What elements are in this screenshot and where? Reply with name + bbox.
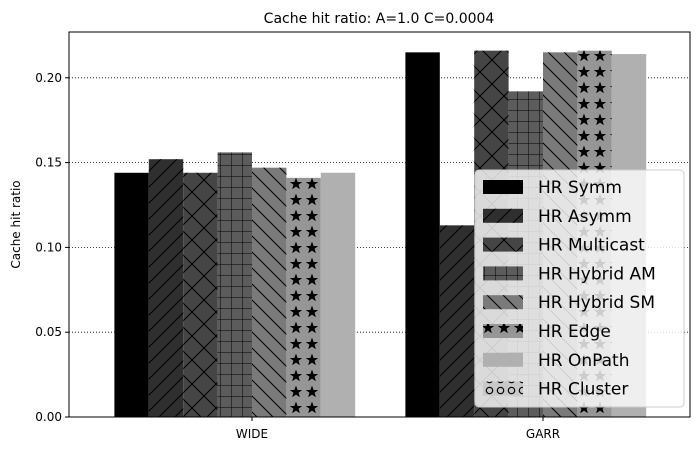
legend-label: HR Edge	[538, 322, 611, 342]
legend: HR Symm HR Asymm HR Multicast HR Hybrid AM H…	[474, 169, 685, 408]
y-tick-label: 0.00	[35, 410, 62, 424]
legend-swatch-hatch	[483, 237, 523, 252]
legend-label: HR Multicast	[538, 236, 645, 256]
bar-hatch	[217, 152, 252, 417]
legend-label: HR Hybrid SM	[538, 293, 655, 313]
bar-hatch	[252, 167, 287, 417]
legend-label: HR OnPath	[538, 351, 630, 371]
bar	[114, 172, 149, 417]
y-axis-label: Cache hit ratio	[9, 180, 23, 268]
bar-hatch	[148, 159, 184, 417]
y-tick-label: 0.05	[35, 325, 62, 339]
legend-swatch-hatch	[483, 324, 523, 338]
bar-hatch	[183, 172, 218, 417]
legend-swatch-hatch	[483, 266, 523, 281]
y-tick-label: 0.20	[35, 71, 62, 85]
x-tick-label: GARR	[526, 427, 560, 441]
bar	[405, 52, 440, 418]
legend-label: HR Symm	[538, 178, 622, 198]
legend-swatch	[483, 180, 523, 194]
legend-box	[474, 169, 685, 408]
bar-hatch	[439, 225, 475, 417]
y-tick-label: 0.10	[35, 240, 62, 254]
legend-swatch	[483, 352, 523, 367]
plot-frame	[68, 31, 691, 418]
legend-swatch-hatch	[483, 381, 523, 396]
bar	[320, 172, 356, 417]
legend-label: HR Hybrid AM	[538, 264, 656, 284]
legend-label: HR Cluster	[538, 380, 628, 400]
x-tick-label: WIDE	[236, 427, 268, 441]
y-axis: 0.00 0.05 0.10 0.15 0.20	[35, 71, 69, 424]
y-tick-label: 0.15	[35, 156, 62, 170]
bar-hatch	[286, 177, 321, 417]
chart-title: Cache hit ratio: A=1.0 C=0.0004	[264, 11, 495, 27]
x-axis: WIDE GARR	[236, 417, 560, 441]
legend-swatch-hatch	[483, 208, 523, 223]
legend-swatch-hatch	[483, 295, 523, 310]
legend-label: HR Asymm	[538, 207, 632, 227]
